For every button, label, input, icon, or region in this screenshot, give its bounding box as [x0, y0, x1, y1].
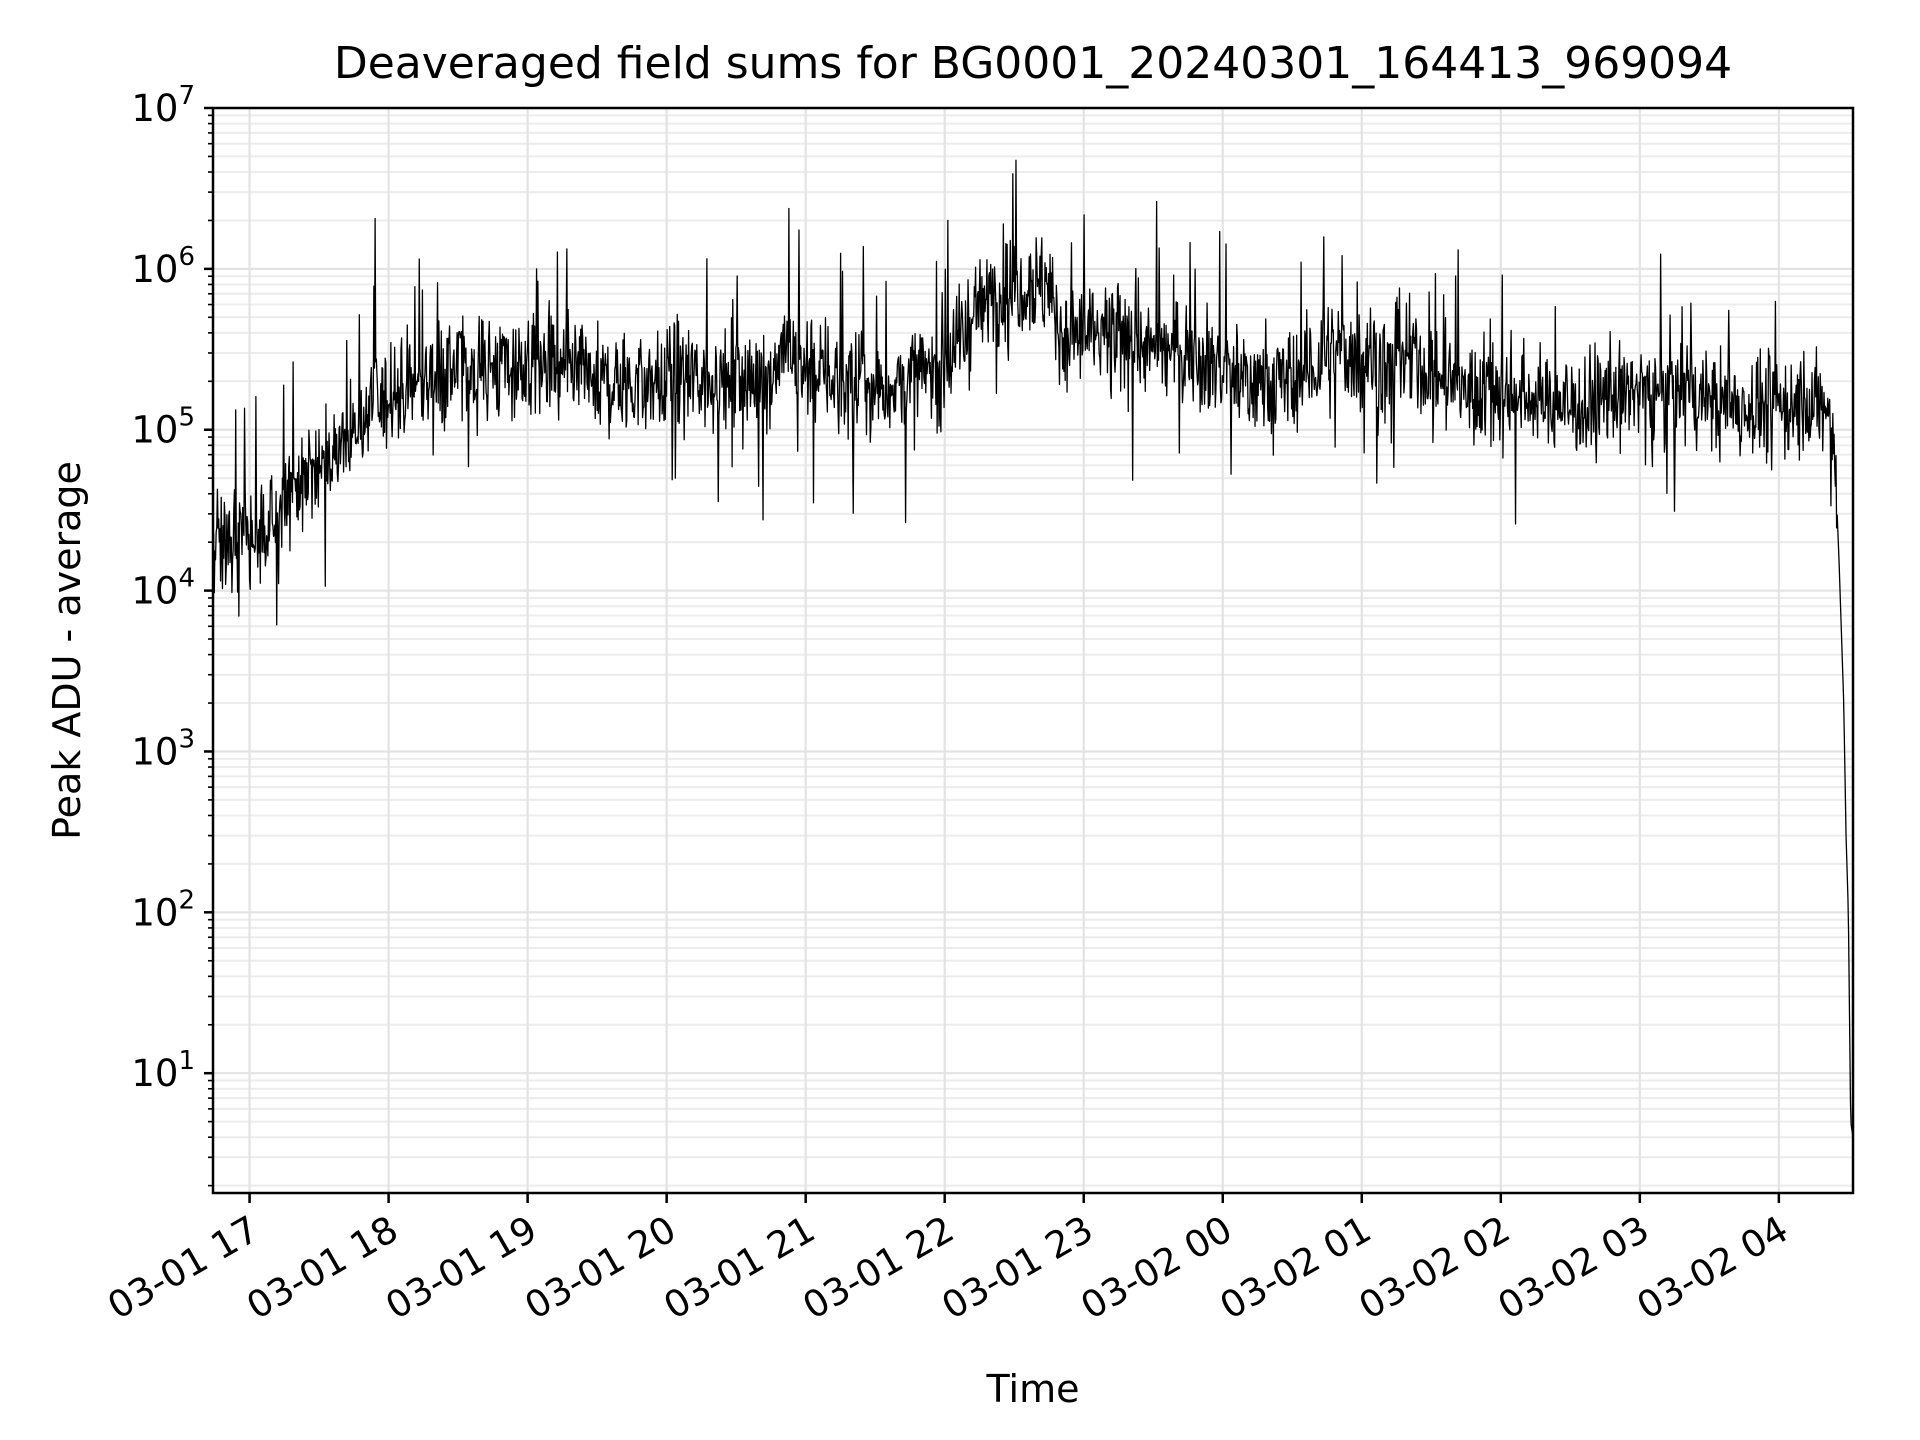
y-tick-label: 102 [131, 885, 195, 934]
y-tick-label: 106 [131, 242, 195, 291]
y-tick-label: 105 [131, 403, 195, 452]
y-tick-label-base: 10 [131, 409, 178, 452]
y-tick-label: 107 [131, 81, 195, 130]
y-tick-label-base: 10 [131, 87, 178, 130]
minor-gridlines [213, 114, 1853, 1187]
y-tick-label-base: 10 [131, 570, 178, 613]
y-tick-label: 101 [131, 1046, 195, 1095]
y-tick-label-exponent: 7 [178, 81, 195, 111]
y-tick-label-base: 10 [131, 248, 178, 291]
series-layer [212, 159, 1854, 1138]
y-tick-label-exponent: 5 [178, 403, 195, 433]
y-tick-label-exponent: 2 [178, 885, 195, 915]
y-tick-label: 103 [131, 724, 195, 773]
y-tick-label-base: 10 [131, 891, 178, 934]
series-line [212, 159, 1854, 1138]
chart-title: Deaveraged field sums for BG0001_2024030… [334, 38, 1732, 89]
major-gridlines [213, 106, 1853, 1193]
y-axis-label: Peak ADU - average [45, 461, 89, 840]
y-tick-label-exponent: 1 [178, 1046, 195, 1076]
x-axis-label: Time [986, 1367, 1080, 1411]
y-tick-label-exponent: 3 [178, 724, 195, 754]
y-tick-label-exponent: 4 [178, 564, 195, 594]
y-tick-label: 104 [131, 564, 195, 613]
y-tick-label-base: 10 [131, 730, 178, 773]
y-tick-label-base: 10 [131, 1052, 178, 1095]
plot-frame [211, 106, 1855, 1195]
y-tick-label-exponent: 6 [178, 242, 195, 272]
